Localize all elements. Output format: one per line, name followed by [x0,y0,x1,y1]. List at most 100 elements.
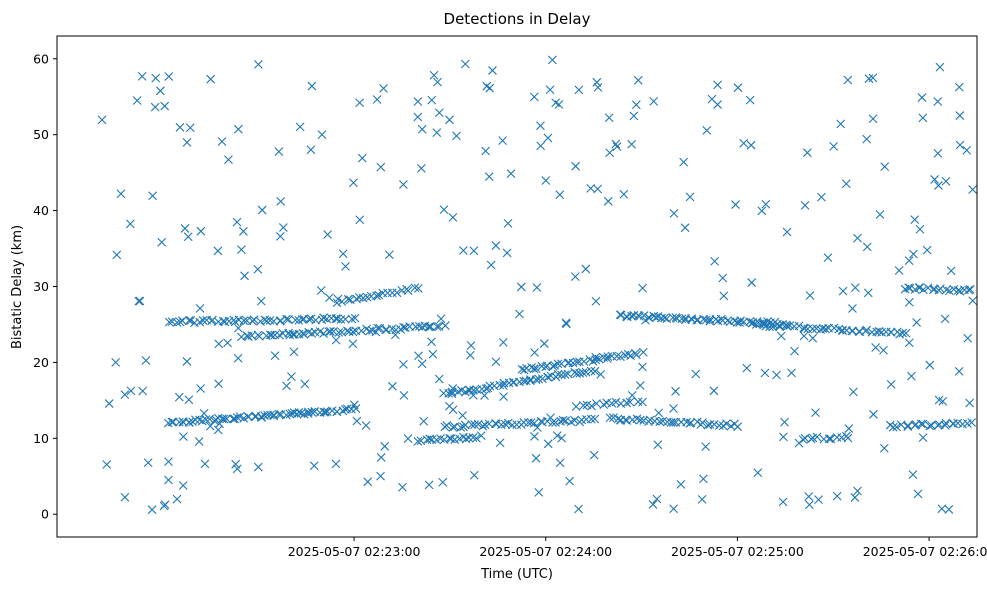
data-point-736 [697,494,707,504]
data-point-611 [424,480,434,490]
data-point-525 [843,433,853,443]
data-point-440 [794,321,804,331]
data-point-527 [589,450,599,460]
data-point-542 [458,411,467,420]
data-point-253 [531,364,541,374]
data-point-669 [469,246,479,256]
data-point-665 [338,249,348,259]
data-point-608 [178,432,188,442]
data-point-785 [863,288,873,298]
data-point-12 [201,415,211,425]
data-point-1 [167,417,177,427]
data-point-252 [529,364,539,374]
data-point-840 [257,205,267,215]
data-point-35 [274,409,284,419]
data-point-218 [489,381,499,391]
data-point-663 [536,141,546,151]
data-point-722 [933,149,943,158]
data-point-484 [942,285,951,295]
data-point-650 [164,457,173,467]
data-point-259 [553,359,563,369]
data-point-80 [239,316,249,326]
data-point-800 [348,339,358,349]
data-point-237 [553,369,563,379]
data-point-284 [442,421,452,430]
data-point-802 [205,421,215,431]
data-point-855 [341,262,350,271]
data-point-322 [590,414,600,424]
data-point-635 [731,200,740,209]
data-point-387 [660,313,670,323]
data-point-569 [654,408,664,418]
data-point-273 [603,352,613,361]
data-point-546 [182,137,192,147]
data-point-563 [355,215,365,225]
data-point-852 [182,357,192,366]
data-point-725 [904,338,914,348]
data-point-683 [398,482,407,492]
data-point-737 [213,425,223,435]
data-point-694 [841,179,851,189]
data-point-207 [453,387,463,396]
data-point-372 [615,310,625,320]
data-point-706 [557,433,567,443]
data-point-605 [416,163,426,173]
data-point-730 [802,148,812,158]
data-point-864 [869,409,878,419]
data-point-821 [276,196,286,206]
data-point-789 [214,379,223,389]
data-point-539 [148,191,158,201]
data-point-162 [432,322,442,332]
data-point-193 [445,433,455,443]
data-point-595 [679,157,689,167]
data-point-430 [759,320,769,330]
data-point-533 [757,206,767,216]
data-point-637 [274,147,284,157]
data-point-534 [413,112,423,122]
data-point-762 [925,360,935,370]
data-point-105 [332,314,342,324]
data-point-684 [429,70,439,80]
data-point-339 [613,414,623,424]
data-point-754 [962,145,972,155]
data-point-652 [940,314,950,324]
data-point-95 [298,315,307,324]
data-point-491 [965,285,975,294]
data-point-331 [611,397,621,407]
data-point-490 [964,285,974,295]
data-point-824 [143,458,153,468]
data-point-699 [804,500,814,510]
data-point-740 [804,492,814,501]
data-point-538 [333,294,343,304]
data-point-624 [593,184,603,194]
data-point-577 [232,217,242,227]
data-point-164 [440,321,450,330]
data-point-231 [534,374,544,384]
data-point-858 [376,471,385,481]
data-point-272 [602,354,612,364]
data-point-201 [472,433,481,443]
data-point-324 [578,401,588,410]
data-point-586 [532,423,542,432]
data-point-839 [376,162,386,172]
data-point-748 [868,114,878,124]
data-point-561 [702,126,712,135]
data-point-837 [912,318,921,327]
data-point-470 [898,328,908,338]
data-point-497 [903,421,913,430]
data-point-562 [862,134,872,144]
data-point-142 [357,326,366,336]
data-point-643 [778,497,788,507]
data-point-715 [814,495,823,505]
data-point-651 [213,246,223,256]
y-tick-label-60: 60 [33,51,49,66]
data-point-692 [324,293,334,303]
data-point-50 [321,407,330,417]
data-point-765 [349,178,358,188]
data-point-200 [468,433,478,442]
data-point-528 [438,477,448,487]
data-point-543 [603,196,613,206]
data-point-743 [581,264,591,274]
y-axis-label: Bistatic Delay (km) [10,225,25,349]
